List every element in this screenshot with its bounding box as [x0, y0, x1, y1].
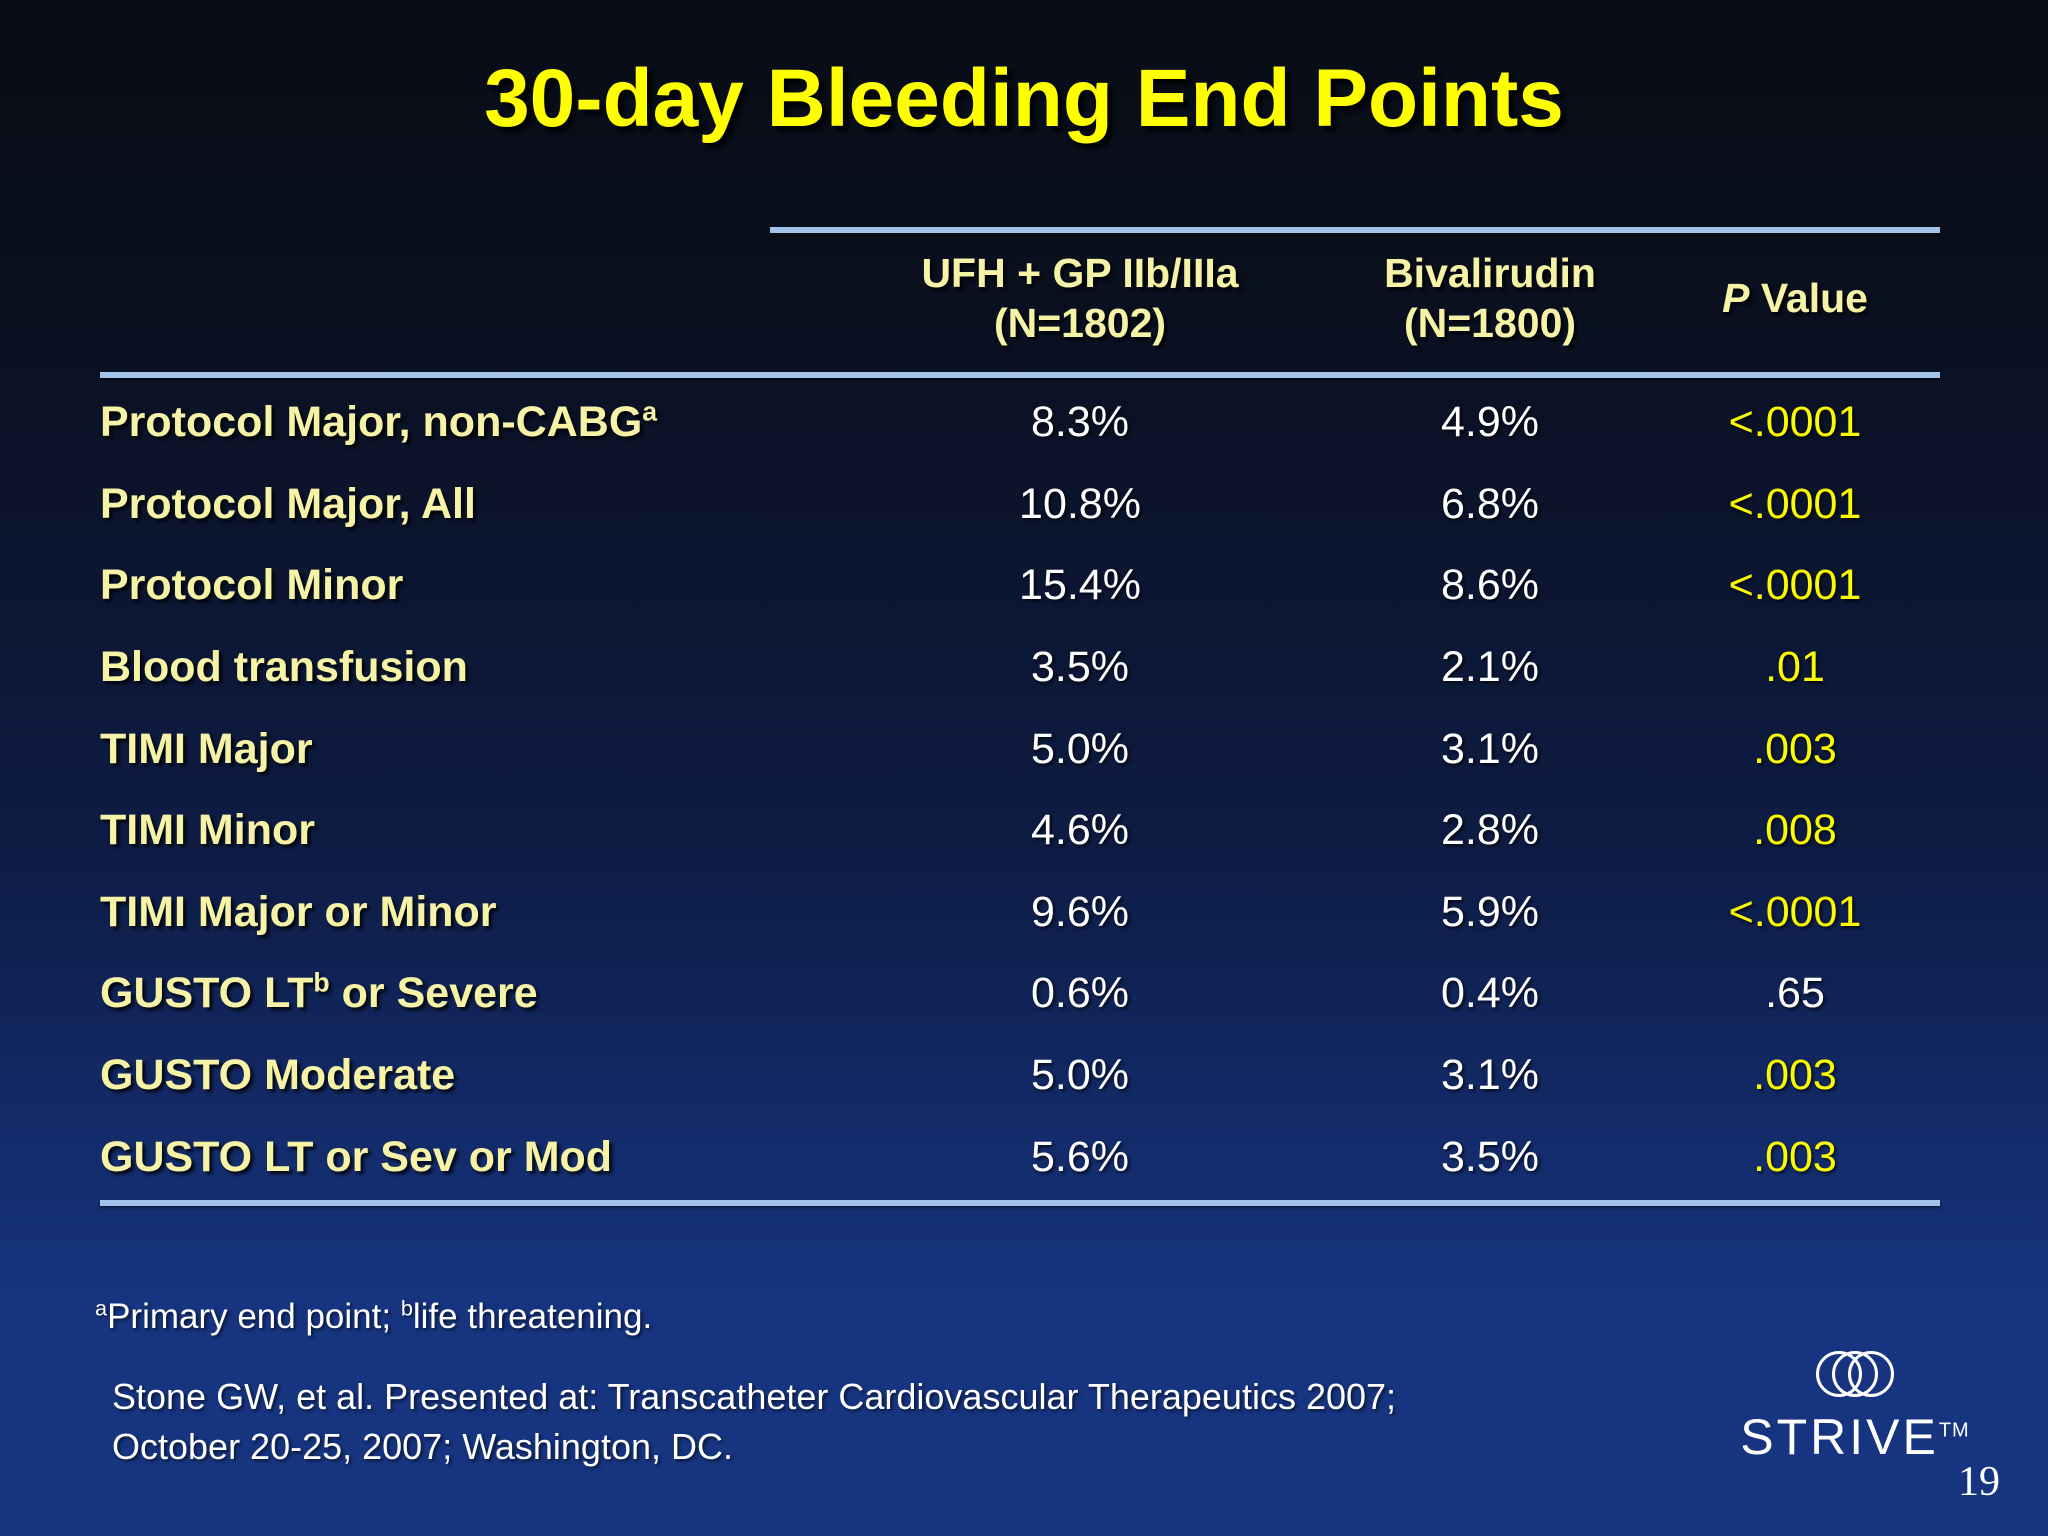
cell-ufh: 3.5% — [1030, 643, 1129, 692]
column-header-ufh-line1: UFH + GP IIb/IIIa — [921, 250, 1239, 296]
slide-title: 30-day Bleeding End Points — [484, 53, 1564, 144]
cell-biv: 3.1% — [1440, 1051, 1539, 1100]
citation-line2: October 20-25, 2007; Washington, DC. — [112, 1425, 733, 1467]
cell-ufh: 9.6% — [1030, 887, 1129, 936]
column-header-p-rest: Value — [1749, 275, 1868, 321]
cell-p: <.0001 — [1728, 561, 1862, 610]
table-row: TIMI Major or Minor 9.6% 5.9% <.0001 — [100, 872, 1940, 954]
cell-biv: 3.5% — [1440, 1132, 1539, 1181]
cell-ufh: 15.4% — [1019, 561, 1141, 610]
table-row: TIMI Major 5.0% 3.1% .003 — [100, 708, 1940, 790]
cell-ufh: 4.6% — [1030, 806, 1129, 855]
cell-ufh: 10.8% — [1019, 479, 1141, 528]
logo-ring-right — [1848, 1351, 1894, 1397]
column-header-ufh-line2: (N=1802) — [993, 300, 1167, 347]
cell-biv: 8.6% — [1440, 561, 1539, 610]
cell-p: .003 — [1753, 1051, 1837, 1100]
column-header-bivalirudin: Bivalirudin (N=1800) — [1330, 248, 1650, 348]
row-label: GUSTO LTb or Severe — [100, 969, 830, 1018]
row-label: Protocol Minor — [100, 561, 830, 610]
column-header-p-italic: P — [1722, 275, 1750, 321]
cell-p: .01 — [1765, 643, 1825, 692]
strive-trademark: TM — [1938, 1419, 1970, 1442]
table-row: GUSTO LT or Sev or Mod 5.6% 3.5% .003 — [100, 1116, 1940, 1198]
footnote-sup-a: a — [95, 1295, 108, 1321]
table-row: GUSTO LTb or Severe 0.6% 0.4% .65 — [100, 953, 1940, 1035]
row-label-pre: GUSTO LT or Sev or Mod — [100, 1132, 613, 1181]
table-row: Protocol Major, All 10.8% 6.8% <.0001 — [100, 464, 1940, 546]
table-row: Protocol Major, non-CABGa 8.3% 4.9% <.00… — [100, 382, 1940, 464]
table-top-rule — [770, 227, 1940, 233]
table-header-row: UFH + GP IIb/IIIa (N=1802) Bivalirudin (… — [100, 248, 1940, 348]
table-row: TIMI Minor 4.6% 2.8% .008 — [100, 790, 1940, 872]
column-header-pvalue: P Value — [1650, 273, 1940, 323]
row-label: TIMI Minor — [100, 806, 830, 855]
row-label-pre: TIMI Major or Minor — [100, 887, 497, 936]
row-label: Protocol Major, All — [100, 480, 830, 529]
row-label-pre: GUSTO LT — [100, 969, 314, 1018]
cell-biv: 2.8% — [1440, 806, 1539, 855]
cell-p: <.0001 — [1728, 479, 1862, 528]
row-label: GUSTO LT or Sev or Mod — [100, 1133, 830, 1182]
cell-biv: 4.9% — [1440, 398, 1539, 447]
column-header-bivalirudin-line2: (N=1800) — [1403, 300, 1577, 347]
cell-ufh: 8.3% — [1030, 398, 1129, 447]
row-label-sup: a — [642, 396, 658, 427]
strive-wordmark-text: STRIVE — [1740, 1409, 1939, 1465]
cell-biv: 0.4% — [1440, 969, 1539, 1018]
table-body: Protocol Major, non-CABGa 8.3% 4.9% <.00… — [100, 382, 1940, 1198]
row-label-pre: Protocol Major, non-CABG — [100, 398, 643, 447]
table-bottom-rule — [100, 1200, 1940, 1206]
footnote-text-b: life threatening. — [412, 1297, 653, 1336]
row-label: Protocol Major, non-CABGa — [100, 398, 830, 447]
row-label-sup: b — [313, 968, 330, 999]
cell-ufh: 0.6% — [1030, 969, 1129, 1018]
cell-biv: 3.1% — [1440, 724, 1539, 773]
cell-p: <.0001 — [1728, 398, 1862, 447]
row-label-pre: TIMI Major — [100, 724, 313, 773]
table-header-rule — [100, 372, 1940, 378]
cell-biv: 2.1% — [1440, 643, 1539, 692]
cell-biv: 6.8% — [1440, 479, 1539, 528]
citation: Stone GW, et al. Presented at: Transcath… — [112, 1372, 1396, 1471]
page-number: 19 — [1958, 1459, 2000, 1505]
row-label: Blood transfusion — [100, 643, 830, 692]
strive-logo: STRIVETM — [1730, 1348, 1980, 1466]
column-header-ufh: UFH + GP IIb/IIIa (N=1802) — [830, 248, 1330, 348]
column-header-bivalirudin-line1: Bivalirudin — [1384, 250, 1596, 296]
cell-p: .003 — [1753, 724, 1837, 773]
row-label: GUSTO Moderate — [100, 1051, 830, 1100]
row-label-pre: Protocol Major, All — [100, 479, 476, 528]
cell-p: <.0001 — [1728, 887, 1862, 936]
table-row: Blood transfusion 3.5% 2.1% .01 — [100, 627, 1940, 709]
row-label: TIMI Major or Minor — [100, 888, 830, 937]
three-overlapping-circles-icon — [1730, 1348, 1980, 1400]
cell-p: .65 — [1765, 969, 1825, 1018]
cell-ufh: 5.6% — [1030, 1132, 1129, 1181]
cell-ufh: 5.0% — [1030, 724, 1129, 773]
row-label: TIMI Major — [100, 725, 830, 774]
citation-line1: Stone GW, et al. Presented at: Transcath… — [112, 1376, 1397, 1417]
footnote-text-a: Primary end point; — [107, 1297, 401, 1336]
cell-ufh: 5.0% — [1030, 1051, 1129, 1100]
footnote-sup-b: b — [400, 1295, 413, 1321]
row-label-pre: GUSTO Moderate — [100, 1051, 456, 1100]
row-label-post: or Severe — [329, 969, 538, 1018]
row-label-pre: Blood transfusion — [100, 643, 468, 692]
cell-biv: 5.9% — [1440, 887, 1539, 936]
strive-wordmark: STRIVETM — [1730, 1408, 1980, 1466]
table-row: Protocol Minor 15.4% 8.6% <.0001 — [100, 545, 1940, 627]
table-row: GUSTO Moderate 5.0% 3.1% .003 — [100, 1035, 1940, 1117]
cell-p: .008 — [1753, 806, 1837, 855]
row-label-pre: Protocol Minor — [100, 561, 404, 610]
row-label-pre: TIMI Minor — [100, 806, 315, 855]
footnote: aPrimary end point; blife threatening. — [95, 1297, 652, 1337]
cell-p: .003 — [1753, 1132, 1837, 1181]
